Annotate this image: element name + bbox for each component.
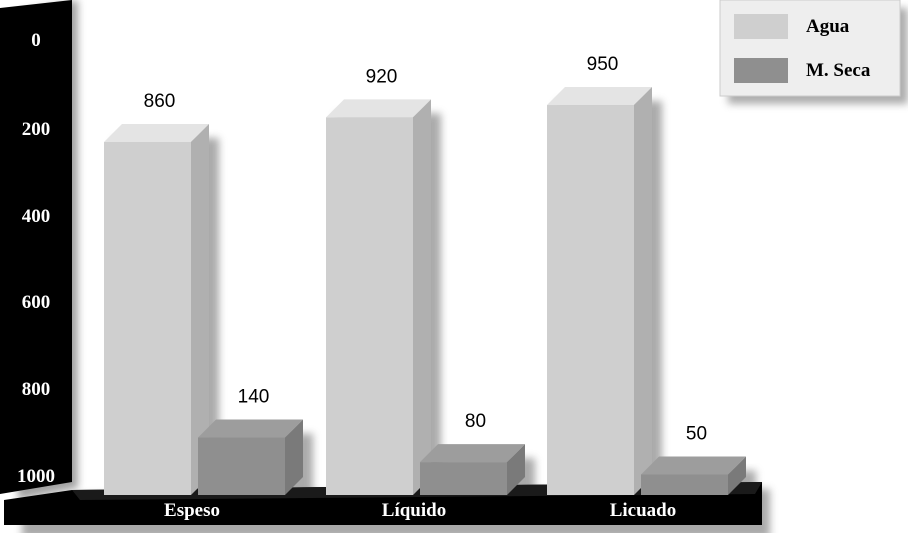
data-label: 50 [686, 423, 707, 444]
bar-side-face [634, 87, 652, 496]
bar-top-face [326, 99, 431, 118]
legend-label: Agua [806, 16, 850, 37]
bar-top-face [104, 123, 209, 142]
y-tick-label: 600 [22, 292, 51, 313]
y-axis-wall [0, 0, 72, 494]
data-label: 950 [587, 54, 619, 75]
bar-side-face [191, 123, 209, 495]
x-tick-label: Espeso [164, 500, 220, 521]
bar-top-face [420, 444, 525, 463]
y-tick-label: 200 [22, 119, 51, 140]
bar-m-seca [420, 462, 507, 495]
y-tick-label: 0 [31, 30, 41, 51]
bar-top-face [547, 87, 652, 106]
y-tick-label: 800 [22, 379, 51, 400]
data-label: 920 [366, 66, 398, 87]
bar-side-face [728, 456, 746, 495]
legend-swatch [734, 14, 788, 39]
legend: Agua M. Seca [719, 0, 901, 97]
bar-top-face [641, 456, 746, 475]
bar-m-seca [641, 474, 728, 495]
data-label: 80 [465, 411, 486, 432]
legend-swatch [734, 58, 788, 83]
bar-agua [326, 117, 413, 495]
data-label: 140 [238, 387, 270, 408]
bar-agua [104, 141, 191, 495]
y-tick-label: 1000 [17, 466, 55, 487]
data-label: 860 [144, 91, 176, 112]
x-tick-label: Licuado [610, 500, 677, 521]
bar-side-face [413, 99, 431, 495]
y-tick-label: 400 [22, 206, 51, 227]
bar-top-face [198, 419, 303, 438]
legend-label: M. Seca [806, 60, 871, 81]
bar-agua [547, 105, 634, 496]
x-tick-label: Líquido [382, 500, 446, 521]
bar-m-seca [198, 437, 285, 495]
bar-side-face [507, 444, 525, 495]
bar-side-face [285, 419, 303, 495]
